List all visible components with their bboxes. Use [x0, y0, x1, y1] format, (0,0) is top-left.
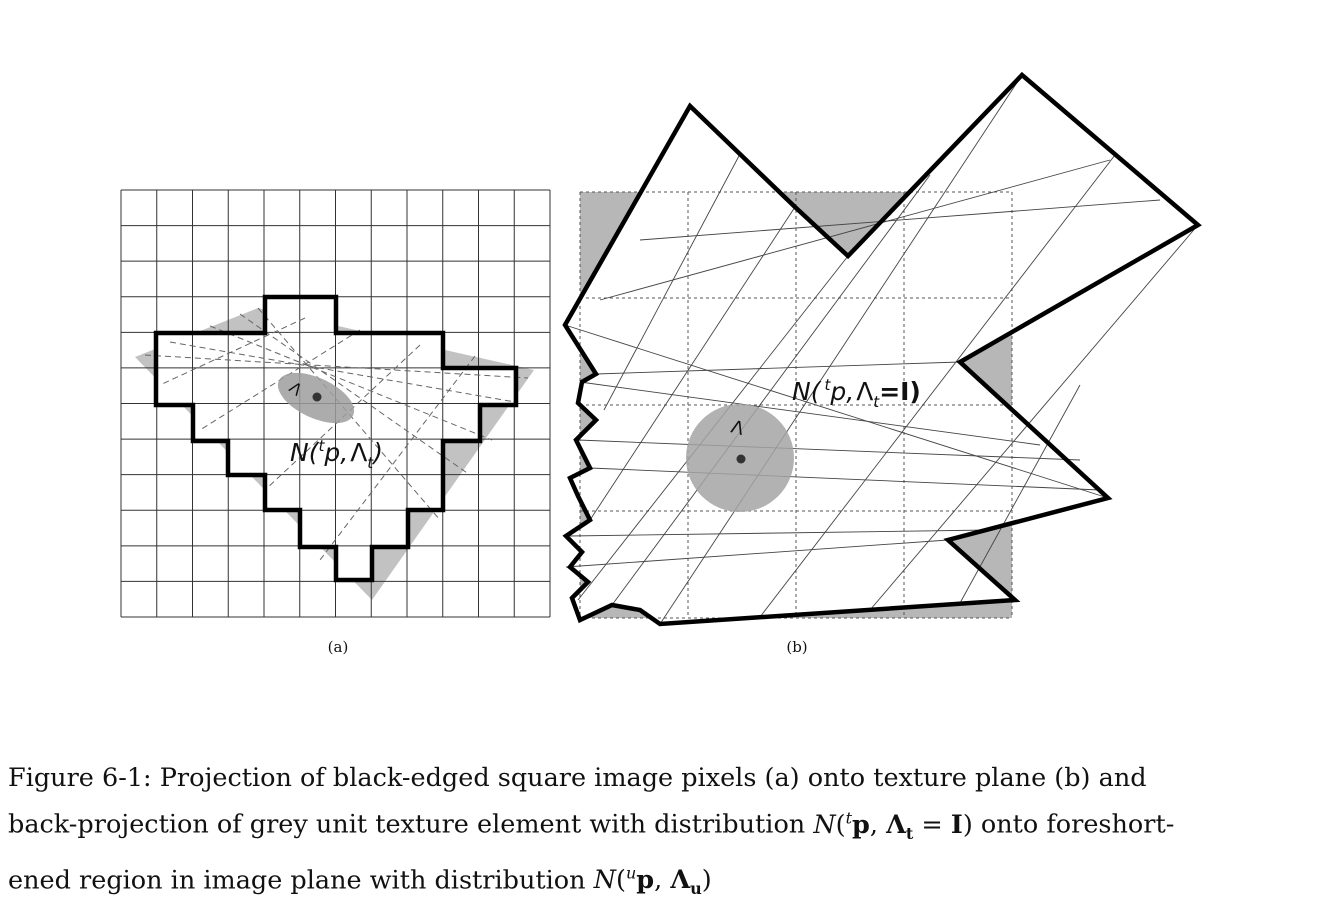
caption-line-3: ened region in image plane with distribu… — [8, 863, 712, 899]
panel-b: Λ N(tp,Λt=I) (b) — [562, 71, 1202, 656]
image-grid-dashed — [579, 191, 1013, 619]
figure-caption: Figure 6-1: Projection of black-edged sq… — [8, 758, 1330, 909]
distribution-label-a: N(tp,Λt) — [290, 437, 383, 472]
panel-b-label: (b) — [786, 638, 807, 656]
distribution-label-b: N(tp,Λt=I) — [792, 376, 921, 411]
caption-math-2: N(up, Λu) — [593, 863, 712, 899]
caption-math-1: N(tp, Λt = I) — [813, 808, 973, 843]
pixel-region-outline — [153, 294, 519, 583]
ellipse-center-dot — [312, 392, 322, 402]
panel-a-label: (a) — [328, 638, 349, 656]
caption-line-1: Figure 6-1: Projection of black-edged sq… — [8, 763, 1147, 793]
element-center-dot — [736, 454, 746, 464]
caption-line-2: back-projection of grey unit texture ele… — [8, 808, 1175, 843]
texture-plane-outline — [562, 71, 1202, 627]
panel-a: Λ N(tp,Λt) (a) — [120, 189, 551, 656]
